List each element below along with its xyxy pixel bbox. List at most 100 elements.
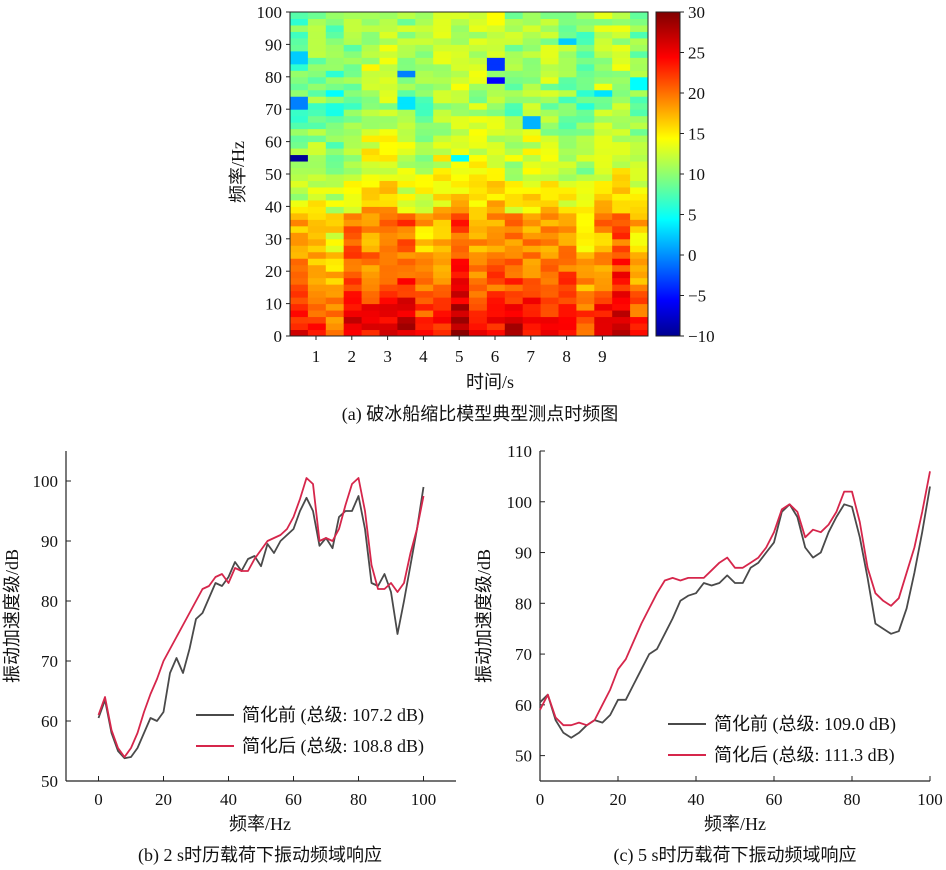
heatmap-cell xyxy=(522,102,542,110)
heatmap-cell xyxy=(415,251,434,259)
heatmap-cell xyxy=(433,284,452,292)
heatmap-cell xyxy=(433,24,452,32)
heatmap-cell xyxy=(469,316,488,324)
heatmap-cell xyxy=(522,167,542,175)
heatmap-cell xyxy=(630,186,649,194)
heatmap-cell xyxy=(451,135,470,143)
heatmap-cell xyxy=(290,154,309,162)
x-tick-label: 20 xyxy=(610,790,627,809)
heatmap-cell xyxy=(558,31,577,39)
heatmap-cell xyxy=(594,232,613,240)
heatmap-cell xyxy=(307,128,327,136)
heatmap-cell xyxy=(594,199,613,207)
heatmap-cell xyxy=(630,57,649,65)
heatmap-cell xyxy=(343,284,363,292)
heatmap-cell xyxy=(290,83,309,91)
heatmap-cell xyxy=(504,154,524,162)
heatmap-cell xyxy=(307,193,327,201)
heatmap-cell xyxy=(486,180,506,188)
heatmap-cell xyxy=(469,37,488,45)
heatmap-cell xyxy=(307,186,327,194)
heatmap-cell xyxy=(558,12,577,19)
heatmap-cell xyxy=(504,232,524,240)
heatmap-cell xyxy=(397,277,416,285)
heatmap-cell xyxy=(343,76,363,84)
heatmap-cell xyxy=(415,70,434,78)
heatmap-cell xyxy=(612,271,631,279)
heatmap-cell xyxy=(361,174,380,181)
heatmap-cell xyxy=(397,245,416,253)
heatmap-cell xyxy=(558,128,577,136)
heatmap-cell xyxy=(630,277,649,285)
heatmap-cell xyxy=(486,31,506,39)
heatmap-cell xyxy=(594,290,613,298)
heatmap-cell xyxy=(307,83,327,91)
heatmap-cell xyxy=(343,212,363,220)
heatmap-cell xyxy=(307,219,327,227)
heatmap-cell xyxy=(594,316,613,324)
heatmap-cell xyxy=(415,128,434,136)
heatmap-cell xyxy=(469,323,488,331)
heatmap-cell xyxy=(290,109,309,117)
heatmap-cell xyxy=(361,141,380,149)
heatmap-cell xyxy=(576,323,595,331)
heatmap-cell xyxy=(522,329,542,337)
heatmap-cell xyxy=(433,310,452,318)
heatmap-cell xyxy=(486,141,506,149)
heatmap-cell xyxy=(433,264,452,272)
heatmap-cell xyxy=(504,18,524,26)
heatmap-cell xyxy=(522,57,542,65)
heatmap-cell xyxy=(576,251,595,259)
heatmap-cell xyxy=(343,225,363,233)
heatmap-cell xyxy=(379,161,398,169)
heatmap-cell xyxy=(630,174,649,181)
heatmap-cell xyxy=(290,57,309,65)
heatmap-cell xyxy=(415,284,434,292)
heatmap-cell xyxy=(612,148,631,156)
heatmap-cell xyxy=(397,297,416,305)
heatmap-cell xyxy=(415,174,434,181)
heatmap-cell xyxy=(397,225,416,233)
heatmap-cell xyxy=(325,148,345,156)
heatmap-cell xyxy=(486,329,506,337)
heatmap-cell xyxy=(469,277,488,285)
heatmap-cell xyxy=(630,323,649,331)
heatmap-cell xyxy=(558,83,577,91)
heatmap-cell xyxy=(361,12,380,19)
x-tick-label: 80 xyxy=(844,790,861,809)
heatmap-cell xyxy=(397,83,416,91)
heatmap-cell xyxy=(504,122,524,130)
heatmap-cell xyxy=(558,277,577,285)
heatmap-cell xyxy=(522,186,542,194)
heatmap-cell xyxy=(594,284,613,292)
heatmap-cell xyxy=(361,199,380,207)
heatmap-cell xyxy=(469,238,488,246)
heatmap-cell xyxy=(379,199,398,207)
heatmap-cell xyxy=(433,128,452,136)
heatmap-cell xyxy=(522,251,542,259)
heatmap-cell xyxy=(307,57,327,65)
heatmap-cell xyxy=(594,109,613,117)
heatmap-cell xyxy=(612,180,631,188)
heatmap-cell xyxy=(379,323,398,331)
heatmap-cell xyxy=(397,109,416,117)
heatmap-cell xyxy=(504,310,524,318)
heatmap-cell xyxy=(343,122,363,130)
heatmap-cell xyxy=(540,44,559,52)
heatmap-cell xyxy=(325,12,345,19)
heatmap-cell xyxy=(290,12,309,19)
heatmap-cell xyxy=(630,128,649,136)
heatmap-cell xyxy=(558,115,577,123)
heatmap-cell xyxy=(433,148,452,156)
heatmap-cell xyxy=(558,18,577,26)
heatmap-cell xyxy=(325,76,345,84)
heatmap-cell xyxy=(558,271,577,279)
heatmap-cell xyxy=(307,316,327,324)
heatmap-cell xyxy=(504,258,524,266)
heatmap-cell xyxy=(540,238,559,246)
heatmap-cell xyxy=(486,37,506,45)
heatmap-cell xyxy=(343,102,363,110)
heatmap-cell xyxy=(486,24,506,32)
heatmap-cell xyxy=(630,167,649,175)
heatmap-cell xyxy=(451,206,470,214)
